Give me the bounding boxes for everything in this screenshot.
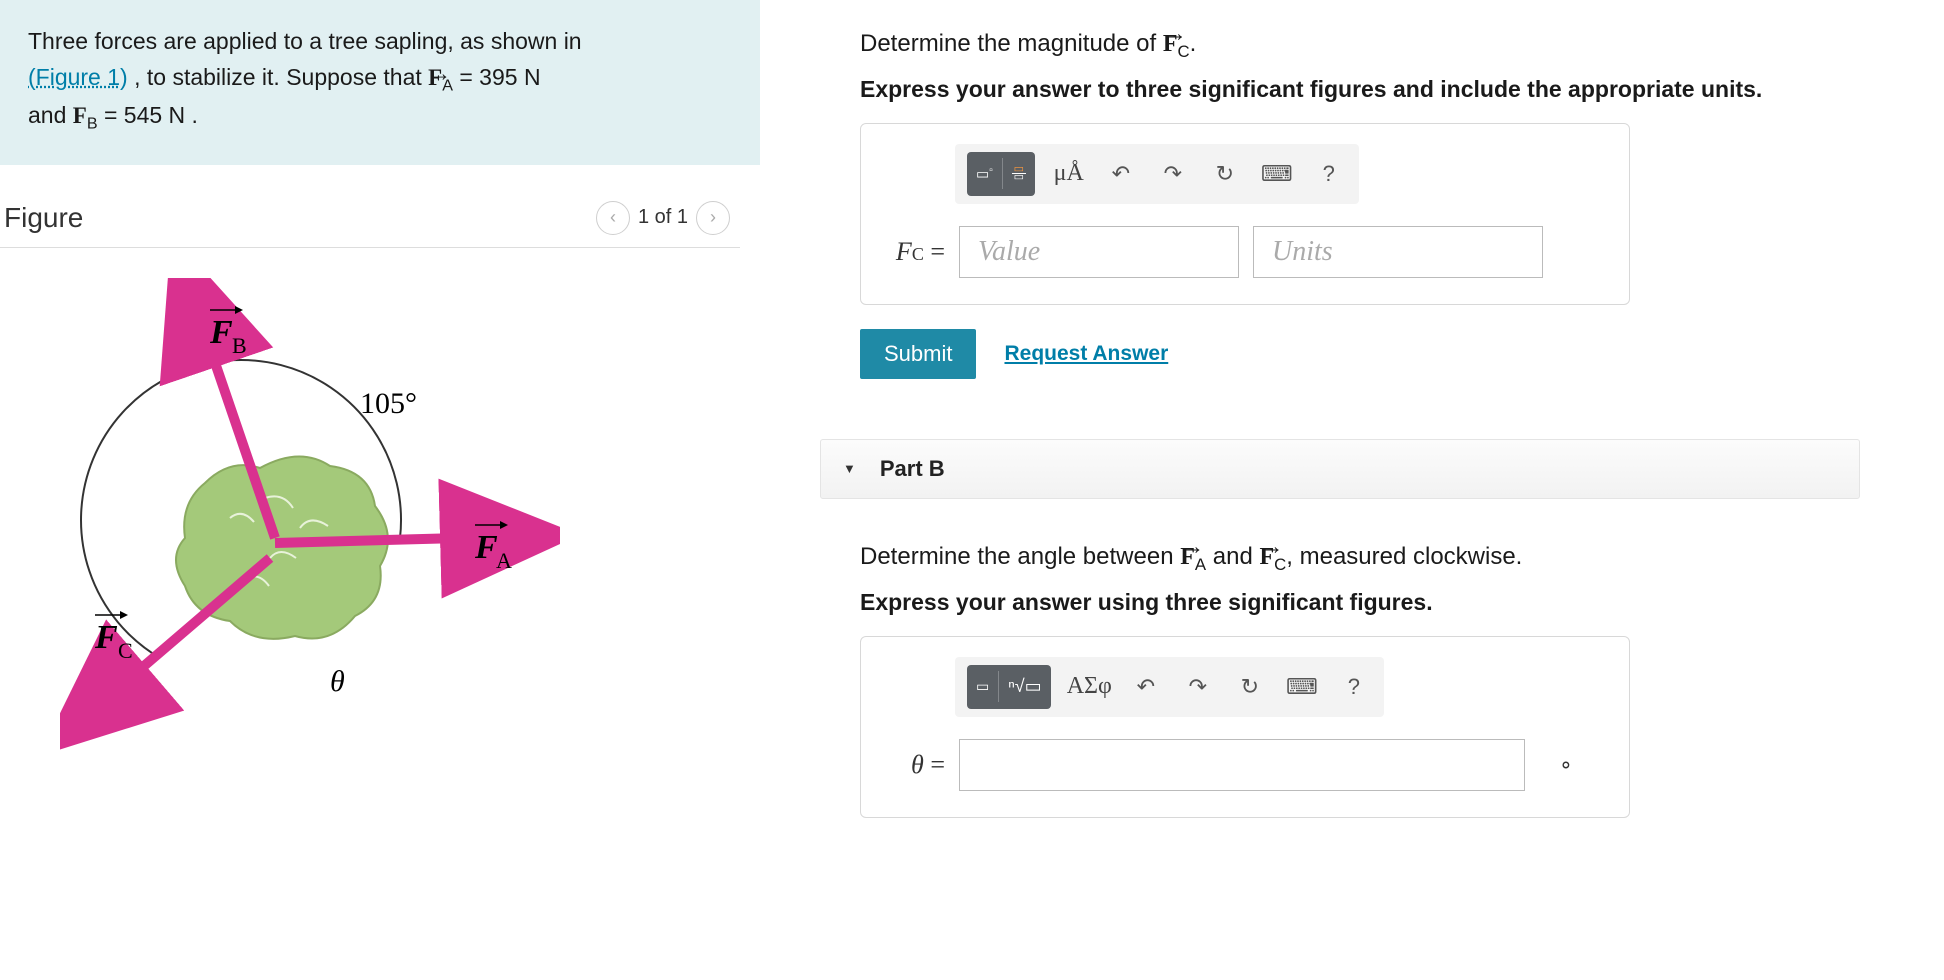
FC-lhs-sub: C bbox=[912, 244, 924, 264]
redo-button[interactable]: ↷ bbox=[1155, 152, 1191, 196]
partA-input-row: FC = Value Units bbox=[885, 226, 1605, 278]
mu-A-icon: μÅ bbox=[1054, 160, 1084, 187]
greek-icon: ΑΣφ bbox=[1067, 673, 1112, 700]
FC-lhs-symbol: F bbox=[896, 237, 912, 266]
partA-prompt: Determine the magnitude of →FC. bbox=[860, 30, 1904, 62]
figure-nav-text: 1 of 1 bbox=[638, 206, 688, 229]
partB-prompt-text: Determine the angle between bbox=[860, 543, 1180, 570]
reset-icon: ↻ bbox=[1216, 161, 1234, 187]
value-placeholder: Value bbox=[978, 236, 1040, 268]
keyboard-icon: ⌨ bbox=[1286, 674, 1318, 700]
theta-symbol: θ bbox=[911, 750, 924, 779]
value-input[interactable]: Value bbox=[959, 226, 1239, 278]
partB-prompt: Determine the angle between →FA and →FC,… bbox=[860, 543, 1904, 575]
request-answer-text: Request Answer bbox=[1004, 342, 1168, 365]
partB-header[interactable]: ▼ Part B bbox=[820, 439, 1860, 499]
FB-symbol: F bbox=[73, 103, 87, 128]
partA-toolbar: ▭▫ ▭▭ μÅ ↶ ↷ ↻ ⌨ ? bbox=[955, 144, 1359, 204]
undo-button[interactable]: ↶ bbox=[1103, 152, 1139, 196]
templates-button[interactable]: ▭▫ ▭▭ bbox=[967, 152, 1035, 196]
reset-button[interactable]: ↻ bbox=[1207, 152, 1243, 196]
figure-nav: ‹ 1 of 1 › bbox=[596, 201, 730, 235]
partB-title: Part B bbox=[880, 456, 945, 482]
figure-next-button[interactable]: › bbox=[696, 201, 730, 235]
partA-instruction: Express your answer to three significant… bbox=[860, 76, 1904, 103]
keyboard-button[interactable]: ⌨ bbox=[1284, 665, 1320, 709]
svg-text:C: C bbox=[118, 638, 133, 663]
svg-text:F: F bbox=[94, 619, 118, 656]
reset-icon: ↻ bbox=[1241, 674, 1259, 700]
angle-105-label: 105° bbox=[360, 387, 417, 420]
help-button[interactable]: ? bbox=[1311, 152, 1347, 196]
FB-sub: B bbox=[87, 115, 98, 133]
figure-title: Figure bbox=[4, 202, 83, 234]
partA-suffix: . bbox=[1190, 30, 1197, 57]
problem-text: = 545 N . bbox=[98, 102, 198, 128]
sqrt-icon: ⁿ√▭ bbox=[1008, 676, 1041, 697]
undo-button[interactable]: ↶ bbox=[1128, 665, 1164, 709]
request-answer-link[interactable]: Request Answer bbox=[1004, 342, 1168, 366]
fraction-icon: ▭▭ bbox=[1012, 166, 1026, 182]
problem-text: Three forces are applied to a tree sapli… bbox=[28, 28, 582, 54]
reset-button[interactable]: ↻ bbox=[1232, 665, 1268, 709]
partB-lhs: θ = bbox=[885, 750, 945, 780]
problem-text: = 395 N bbox=[453, 64, 541, 90]
collapse-icon: ▼ bbox=[843, 461, 856, 476]
submit-button[interactable]: Submit bbox=[860, 329, 976, 379]
math-templates-button[interactable]: ▭ ⁿ√▭ bbox=[967, 665, 1051, 709]
left-panel: Three forces are applied to a tree sapli… bbox=[0, 0, 770, 980]
FC-lhs-eq: = bbox=[924, 237, 945, 266]
partB-toolbar: ▭ ⁿ√▭ ΑΣφ ↶ ↷ ↻ ⌨ ? bbox=[955, 657, 1384, 717]
undo-icon: ↶ bbox=[1137, 674, 1155, 700]
redo-icon: ↷ bbox=[1164, 161, 1182, 187]
theta-label: θ bbox=[330, 665, 345, 698]
figure-header: Figure ‹ 1 of 1 › bbox=[0, 201, 740, 248]
partA-prompt-text: Determine the magnitude of bbox=[860, 30, 1163, 57]
chevron-right-icon: › bbox=[710, 207, 716, 228]
partB-answer-box: ▭ ⁿ√▭ ΑΣφ ↶ ↷ ↻ ⌨ ? θ = ∘ bbox=[860, 636, 1630, 818]
templates-icon: ▭ bbox=[976, 678, 989, 695]
partA-answer-box: ▭▫ ▭▭ μÅ ↶ ↷ ↻ ⌨ ? FC = Value Units bbox=[860, 123, 1630, 305]
problem-text: , to stabilize it. Suppose that bbox=[128, 64, 428, 90]
redo-button[interactable]: ↷ bbox=[1180, 665, 1216, 709]
figure-prev-button[interactable]: ‹ bbox=[596, 201, 630, 235]
units-input[interactable]: Units bbox=[1253, 226, 1543, 278]
figure-area: F A F B F C 105° θ bbox=[0, 248, 770, 793]
help-icon: ? bbox=[1348, 674, 1360, 700]
chevron-left-icon: ‹ bbox=[610, 207, 616, 228]
degree-unit: ∘ bbox=[1539, 752, 1573, 778]
templates-icon: ▭▫ bbox=[976, 165, 993, 183]
undo-icon: ↶ bbox=[1112, 161, 1130, 187]
help-button[interactable]: ? bbox=[1336, 665, 1372, 709]
keyboard-button[interactable]: ⌨ bbox=[1259, 152, 1295, 196]
units-placeholder: Units bbox=[1272, 236, 1333, 268]
partB-mid: and bbox=[1213, 543, 1260, 570]
redo-icon: ↷ bbox=[1189, 674, 1207, 700]
problem-text: and bbox=[28, 102, 73, 128]
theta-eq: = bbox=[924, 750, 945, 779]
partA-lhs: FC = bbox=[885, 237, 945, 267]
figure-svg: F A F B F C 105° θ bbox=[60, 278, 560, 758]
figure-link[interactable]: (Figure 1) bbox=[28, 64, 128, 90]
theta-input[interactable] bbox=[959, 739, 1525, 791]
partB-instruction: Express your answer using three signific… bbox=[860, 589, 1904, 616]
help-icon: ? bbox=[1323, 161, 1335, 187]
svg-text:A: A bbox=[496, 548, 512, 573]
problem-statement: Three forces are applied to a tree sapli… bbox=[0, 0, 760, 165]
svg-text:B: B bbox=[232, 333, 247, 358]
partA-submit-row: Submit Request Answer bbox=[860, 329, 1904, 379]
greek-button[interactable]: ΑΣφ bbox=[1067, 665, 1112, 709]
svg-text:F: F bbox=[474, 529, 498, 566]
units-symbols-button[interactable]: μÅ bbox=[1051, 152, 1087, 196]
partB-suffix: , measured clockwise. bbox=[1286, 543, 1522, 570]
right-panel: Determine the magnitude of →FC. Express … bbox=[770, 0, 1944, 980]
partB-input-row: θ = ∘ bbox=[885, 739, 1605, 791]
svg-text:F: F bbox=[209, 314, 233, 351]
keyboard-icon: ⌨ bbox=[1261, 161, 1293, 187]
submit-label: Submit bbox=[884, 341, 952, 366]
